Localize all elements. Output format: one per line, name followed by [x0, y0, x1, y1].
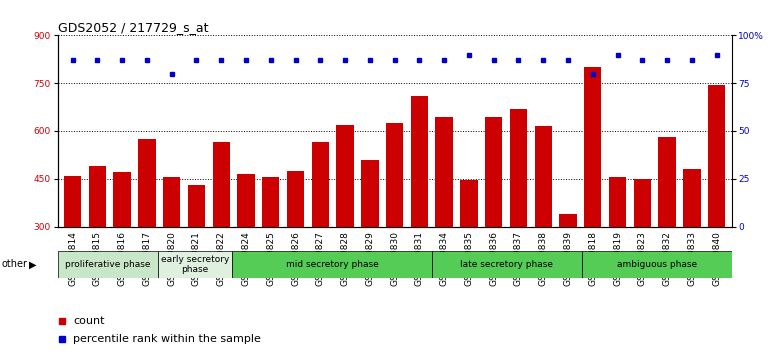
Bar: [584, 67, 601, 227]
Bar: [64, 176, 82, 227]
Bar: [609, 177, 626, 227]
Bar: [188, 185, 205, 227]
Bar: [658, 137, 676, 227]
Bar: [708, 85, 725, 227]
Bar: [312, 142, 329, 227]
Text: mid secretory phase: mid secretory phase: [286, 260, 379, 269]
Bar: [213, 142, 230, 227]
Text: GDS2052 / 217729_s_at: GDS2052 / 217729_s_at: [58, 21, 208, 34]
Bar: [233, 251, 432, 278]
Bar: [634, 179, 651, 227]
Bar: [582, 251, 732, 278]
Text: ▶: ▶: [29, 259, 37, 269]
Bar: [432, 251, 582, 278]
Bar: [485, 116, 502, 227]
Bar: [361, 160, 379, 227]
Bar: [436, 116, 453, 227]
Text: other: other: [2, 259, 28, 269]
Text: ambiguous phase: ambiguous phase: [617, 260, 697, 269]
Bar: [559, 214, 577, 227]
Text: early secretory
phase: early secretory phase: [161, 255, 229, 274]
Bar: [113, 172, 131, 227]
Bar: [89, 166, 106, 227]
Bar: [163, 177, 180, 227]
Bar: [158, 251, 233, 278]
Bar: [510, 109, 527, 227]
Bar: [287, 171, 304, 227]
Bar: [534, 126, 552, 227]
Bar: [460, 181, 477, 227]
Bar: [237, 174, 255, 227]
Text: percentile rank within the sample: percentile rank within the sample: [73, 334, 261, 344]
Bar: [336, 125, 353, 227]
Bar: [410, 96, 428, 227]
Text: count: count: [73, 315, 105, 326]
Text: late secretory phase: late secretory phase: [460, 260, 554, 269]
Bar: [683, 169, 701, 227]
Bar: [262, 177, 280, 227]
Bar: [386, 123, 403, 227]
Bar: [139, 139, 156, 227]
Bar: [58, 251, 158, 278]
Text: proliferative phase: proliferative phase: [65, 260, 150, 269]
